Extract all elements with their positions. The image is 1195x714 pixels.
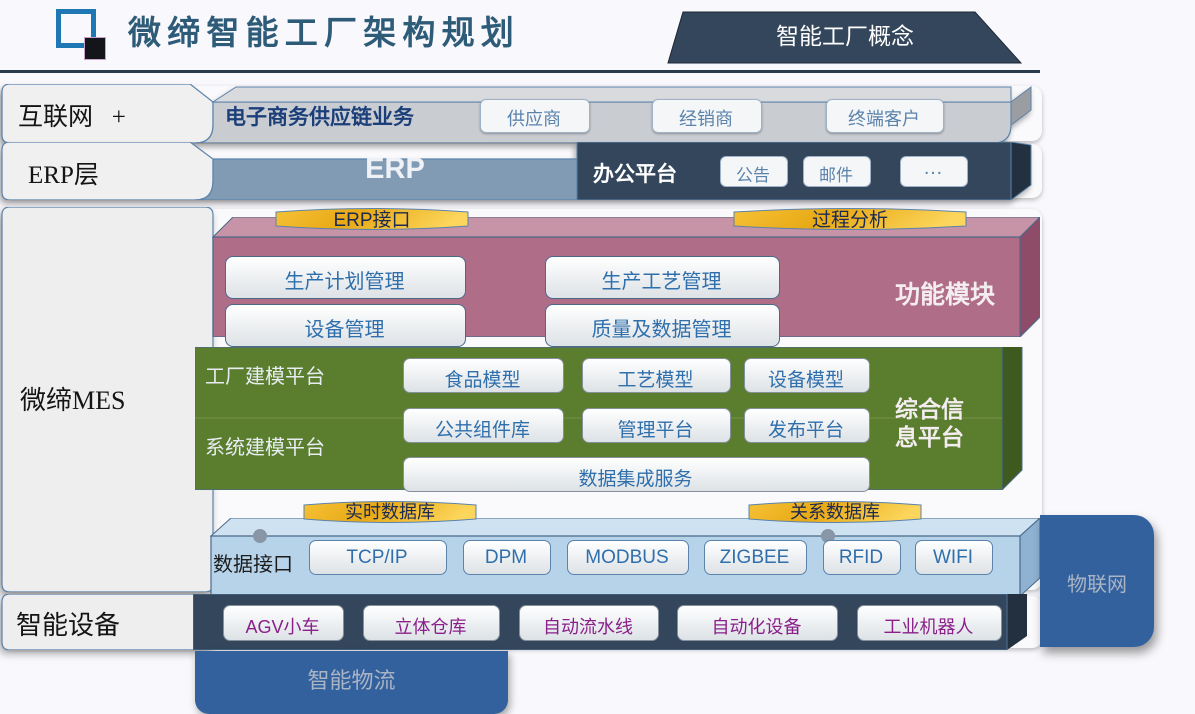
- svg-text:实时数据库: 实时数据库: [345, 502, 435, 522]
- svg-text:关系数据库: 关系数据库: [790, 502, 880, 522]
- svg-text:ERP接口: ERP接口: [333, 209, 410, 231]
- svg-text:智能工厂概念: 智能工厂概念: [776, 23, 914, 49]
- svg-text:过程分析: 过程分析: [812, 209, 888, 231]
